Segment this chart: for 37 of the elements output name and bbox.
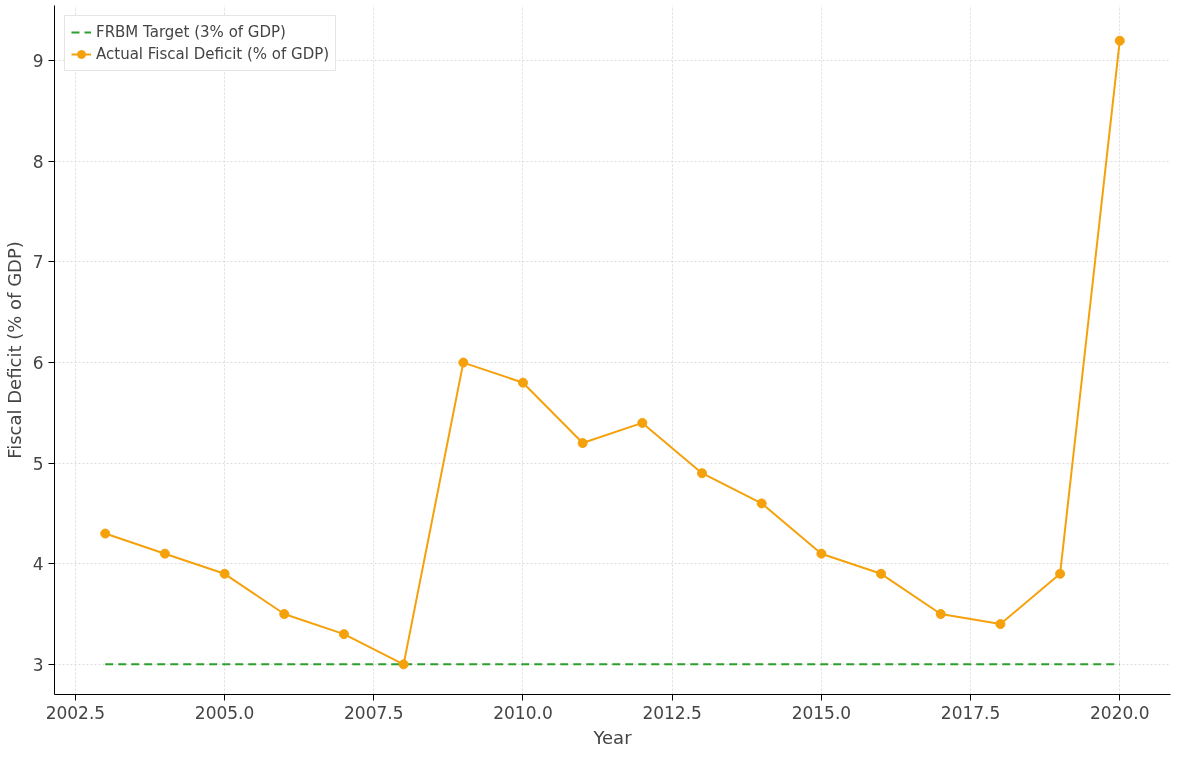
point (935, 609, 946, 620)
point (338, 629, 349, 640)
point (279, 609, 290, 620)
point (219, 568, 230, 579)
point (458, 357, 469, 368)
point (697, 468, 708, 479)
y-tick-label: 9 (32, 51, 44, 72)
point (1055, 568, 1066, 579)
y-tick-label: 7 (32, 252, 44, 273)
x-tick-label: 2015.0 (791, 702, 852, 723)
y-axis-title: Fiscal Deficit (% of GDP) (3, 241, 25, 459)
point (756, 498, 767, 509)
legend-label: FRBM Target (3% of GDP) (96, 23, 286, 41)
point (398, 659, 409, 670)
x-tick-label: 2002.5 (45, 702, 106, 723)
legend-label: Actual Fiscal Deficit (% of GDP) (96, 45, 330, 63)
y-tick-label: 5 (32, 453, 44, 474)
point (517, 377, 528, 388)
x-tick-label: 2007.5 (344, 702, 404, 723)
point (995, 619, 1006, 630)
x-tick-label: 2012.5 (642, 702, 702, 723)
point (876, 568, 887, 579)
x-tick-label: 2010.0 (493, 702, 553, 723)
y-tick-label: 3 (32, 654, 44, 675)
y-tick-label: 6 (32, 353, 44, 374)
x-tick-label: 2005.0 (194, 702, 255, 723)
x-axis-title: Year (592, 726, 633, 748)
x-tick-label: 2020.0 (1090, 702, 1150, 723)
point (100, 528, 111, 539)
point (159, 548, 170, 559)
point (577, 438, 588, 449)
point (1114, 35, 1125, 46)
y-tick-label: 8 (32, 151, 44, 172)
point (816, 548, 827, 559)
y-tick-label: 4 (32, 554, 44, 575)
x-tick-label: 2017.5 (940, 702, 1001, 723)
point (637, 417, 648, 428)
